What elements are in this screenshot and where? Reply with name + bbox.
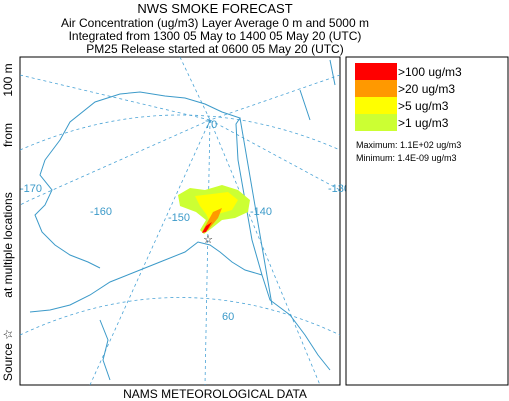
legend-label: >5 ug/m3 [398, 99, 449, 113]
grid-line [204, 119, 211, 386]
lon-label: -150 [168, 212, 190, 224]
side-label: Source ☆ at multiple locations from 100 … [1, 63, 15, 381]
subtitle: Air Concentration (ug/m3) Layer Average … [61, 16, 369, 30]
map: ☆ -170 -160 -150 -140 -130 70 60 [19, 56, 350, 386]
side-text: from [1, 123, 15, 147]
lat-label: 70 [205, 119, 217, 131]
lon-label: -130 [328, 183, 350, 195]
coastline [99, 59, 336, 381]
grid-line [89, 119, 211, 386]
plume-max [202, 222, 212, 233]
side-text: Source ☆ [1, 329, 15, 381]
plume [178, 185, 250, 234]
subtitle: Integrated from 1300 05 May to 1400 05 M… [69, 29, 362, 43]
grid-line [19, 119, 211, 206]
legend: Maximum: 1.1E+02 ug/m3 Minimum: 1.4E-09 … [345, 56, 509, 386]
grid-line [209, 119, 341, 191]
lon-label: -140 [250, 206, 272, 218]
legend-swatch [355, 114, 397, 131]
footer: NAMS METEOROLOGICAL DATA [123, 387, 307, 401]
minimum: Minimum: 1.4E-09 ug/m3 [356, 153, 457, 163]
side-text: 100 m [1, 63, 15, 96]
border [239, 117, 273, 306]
side-text: at multiple locations [1, 192, 15, 297]
lat-label: 60 [222, 311, 234, 323]
legend-label: >100 ug/m3 [398, 65, 462, 79]
lon-label: -170 [20, 183, 42, 195]
source-star: ☆ [203, 234, 213, 246]
map-frame [19, 56, 341, 386]
legend-swatch [355, 63, 397, 80]
legend-label: >1 ug/m3 [398, 116, 449, 130]
graticule [19, 56, 341, 386]
legend-swatch [355, 80, 397, 97]
lon-label: -160 [90, 206, 112, 218]
subtitle: PM25 Release started at 0600 05 May 20 (… [86, 42, 343, 56]
title: NWS SMOKE FORECAST [137, 1, 292, 16]
grid-line [19, 114, 341, 151]
legend-label: >20 ug/m3 [398, 82, 455, 96]
plume-mid [195, 192, 238, 222]
legend-swatch [355, 97, 397, 114]
maximum: Maximum: 1.1E+02 ug/m3 [356, 140, 461, 150]
